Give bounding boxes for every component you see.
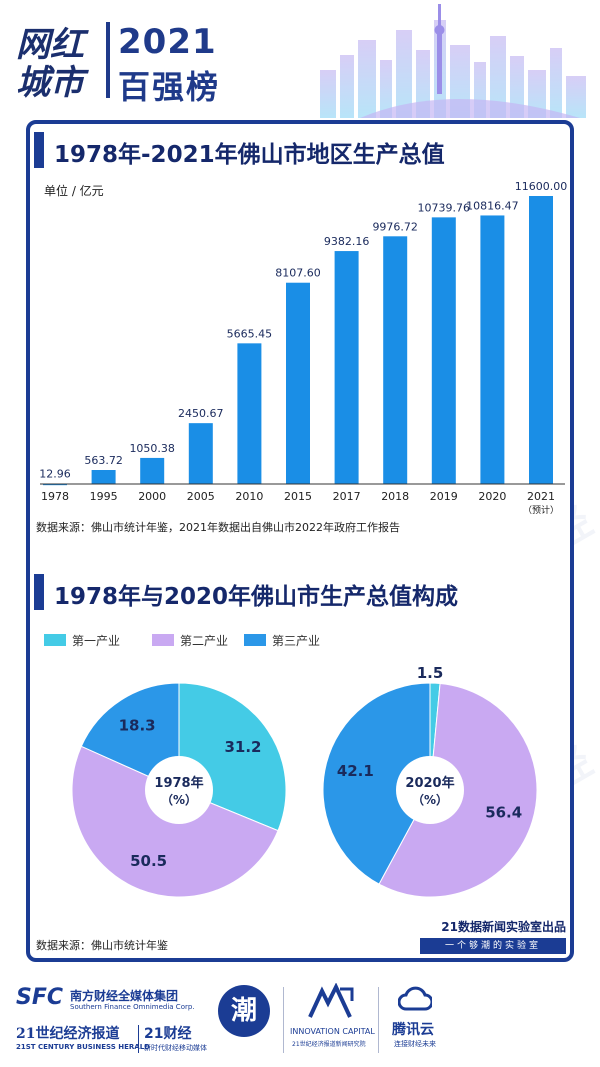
innovation-capital-name: INNOVATION CAPITAL: [290, 1027, 375, 1036]
herald-english: 21ST CENTURY BUSINESS HERALD: [16, 1043, 150, 1051]
footer-divider: [138, 1025, 139, 1053]
y-axis-unit-label: 单位 / 亿元: [44, 184, 104, 198]
legend-item-secondary: 第二产业: [152, 630, 228, 650]
tencent-cloud-tagline: 连接财经未来: [394, 1040, 436, 1048]
footer-divider: [283, 987, 284, 1053]
legend-label-tertiary: 第三产业: [272, 633, 321, 648]
header-rank-title: 百强榜: [118, 68, 221, 106]
section1-accent-bar: [34, 132, 44, 168]
lab-credit-title: 21数据新闻实验室出品: [441, 920, 566, 934]
legend-label-secondary: 第二产业: [180, 633, 229, 648]
city-skyline-illustration: [320, 4, 586, 118]
innovation-capital-icon: [308, 983, 354, 1018]
chao-badge: 潮: [218, 985, 270, 1037]
sfc-english: Southern Finance Omnimedia Corp.: [70, 1003, 195, 1011]
header-year: 2021: [118, 22, 217, 62]
brand-21caijing-tagline: 新时代财经移动媒体: [144, 1044, 207, 1052]
footer: SFC 南方财经全媒体集团 Southern Finance Omnimedia…: [0, 975, 600, 1067]
content-frame: [26, 120, 574, 962]
legend-item-tertiary: 第三产业: [244, 630, 320, 650]
tencent-cloud-icon: [398, 986, 432, 1011]
lab-credit-slogan: 一个够潮的实验室: [420, 938, 566, 954]
section2-title: 1978年与2020年佛山市生产总值构成: [54, 584, 459, 610]
legend-swatch-secondary: [152, 634, 174, 646]
legend-swatch-tertiary: [244, 634, 266, 646]
logo-line-1: 网红: [16, 25, 89, 65]
legend-item-primary: 第一产业: [44, 630, 120, 650]
tencent-cloud-name: 腾讯云: [392, 1022, 434, 1038]
sfc-logo: SFC: [16, 985, 64, 1010]
logo-line-2: 城市: [16, 63, 89, 100]
pie-chart-source: 数据来源：佛山市统计年鉴: [36, 939, 168, 952]
pie-legend: 第一产业 第二产业 第三产业: [44, 630, 564, 650]
chao-badge-text: 潮: [230, 996, 257, 1026]
innovation-capital-sub: 21世纪经济报道新闻研究院: [292, 1041, 366, 1048]
header-divider: [106, 22, 110, 98]
section1-title: 1978年-2021年佛山市地区生产总值: [54, 142, 445, 168]
bar-chart-source: 数据来源：佛山市统计年鉴，2021年数据出自佛山市2022年政府工作报告: [36, 521, 400, 534]
sfc-name: 南方财经全媒体集团: [70, 989, 179, 1003]
footer-divider: [378, 987, 379, 1053]
header: 网红 城市 2021 百强榜: [0, 0, 600, 118]
brand-21caijing: 21财经: [144, 1026, 192, 1042]
legend-swatch-primary: [44, 634, 66, 646]
wanghong-city-logo: 网红 城市: [14, 20, 96, 103]
legend-label-primary: 第一产业: [72, 633, 121, 648]
section2-accent-bar: [34, 574, 44, 610]
herald-name: 21世纪经济报道: [16, 1026, 120, 1042]
